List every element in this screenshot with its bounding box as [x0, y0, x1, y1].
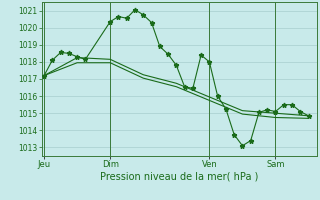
X-axis label: Pression niveau de la mer( hPa ): Pression niveau de la mer( hPa ): [100, 172, 258, 182]
